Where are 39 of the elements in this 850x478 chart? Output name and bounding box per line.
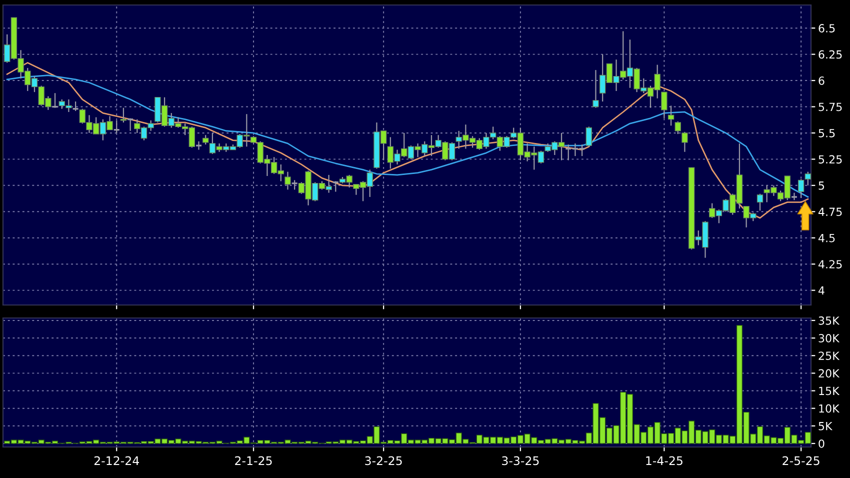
- candlestick: [790, 192, 798, 201]
- y-tick-label: 6.25: [818, 50, 842, 59]
- y-tick-label: 5.75: [818, 102, 842, 112]
- y-tick-label: 4.5: [818, 234, 835, 242]
- x-tick-label: 2-12-24: [94, 456, 139, 465]
- candlestick: [804, 171, 811, 186]
- y-tick-label: 5.5: [818, 129, 835, 138]
- candlestick: [682, 131, 688, 152]
- x-tick-label: 1-4-25: [646, 456, 682, 466]
- y-tick-label: 35K: [818, 316, 840, 325]
- line-series: [6, 74, 809, 198]
- x-tick-label: 2-5-25: [782, 456, 820, 466]
- y-tick-label: 6: [818, 76, 824, 85]
- candlestick: [586, 126, 592, 148]
- x-tick-label: 3-2-25: [365, 456, 402, 466]
- y-tick-label: 30K: [818, 334, 840, 342]
- y-tick-label: 5K: [818, 422, 833, 430]
- y-tick-label: 4.25: [818, 260, 842, 268]
- y-tick-label: 15K: [819, 386, 840, 396]
- y-tick-label: 5.25: [818, 155, 842, 164]
- y-tick-label: 25K: [818, 352, 840, 360]
- y-tick-label: 6.5: [818, 24, 835, 32]
- candlestick: [756, 193, 764, 212]
- candlestick: [202, 134, 209, 146]
- candlestick: [674, 120, 681, 135]
- y-tick-label: 4.75: [818, 208, 842, 216]
- candlestick: [668, 105, 674, 126]
- candlestick: [661, 92, 668, 119]
- line-series: [6, 62, 809, 219]
- candlestick: [195, 140, 202, 150]
- candlestick: [592, 69, 599, 108]
- x-tick-label: 2-1-25: [235, 456, 272, 466]
- candlestick: [798, 178, 804, 199]
- y-tick-label: 4: [818, 286, 824, 295]
- y-tick-label: 0: [818, 439, 824, 448]
- y-tick-label: 5: [818, 182, 824, 190]
- x-tick-label: 3-3-25: [502, 456, 539, 466]
- y-tick-label: 10K: [819, 404, 840, 413]
- y-tick-label: 20K: [818, 369, 840, 378]
